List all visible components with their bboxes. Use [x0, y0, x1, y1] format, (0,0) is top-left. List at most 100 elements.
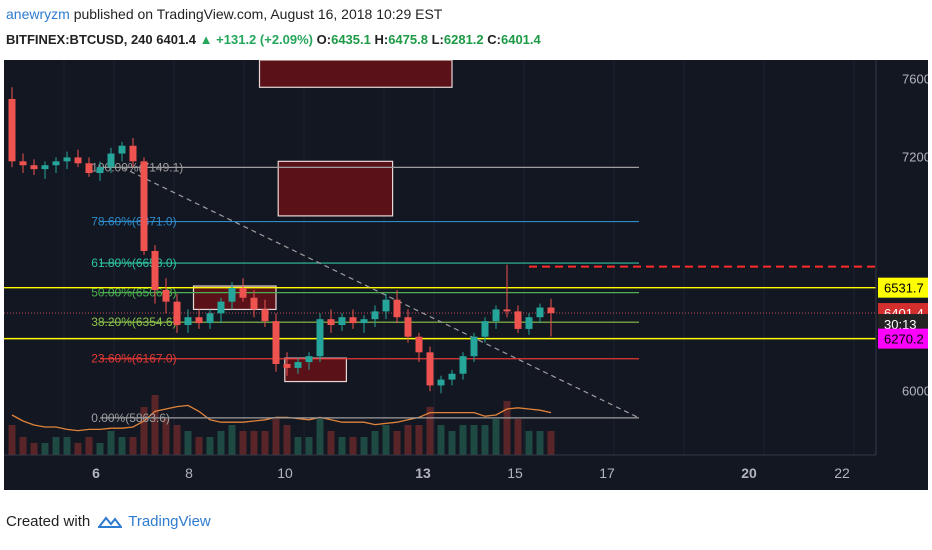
candle-body: [360, 319, 368, 324]
volume-bar: [239, 431, 247, 455]
volume-bar: [107, 431, 115, 455]
candle-body: [459, 356, 467, 374]
volume-bar: [272, 419, 280, 455]
fib-level-label: 38.20%(6354.6): [91, 315, 176, 329]
volume-bar: [525, 431, 533, 455]
volume-bar: [316, 419, 324, 455]
high-label: H:: [374, 32, 389, 47]
volume-bar: [371, 431, 379, 455]
volume-bar: [52, 437, 60, 455]
candle-body: [294, 362, 302, 368]
candle-body: [547, 307, 555, 314]
publish-text: published on TradingView.com, August 16,…: [73, 6, 443, 22]
candle-body: [151, 250, 159, 290]
volume-bar: [173, 425, 181, 455]
x-tick-label: 10: [277, 465, 293, 481]
fib-level-label: 23.60%(6167.0): [91, 352, 176, 366]
candle-body: [96, 167, 104, 174]
price-change: +131.2 (+2.09%): [216, 32, 314, 47]
fib-level-label: 78.60%(6871.0): [91, 215, 176, 229]
volume-bar: [206, 437, 214, 455]
candle-body: [8, 98, 16, 162]
volume-bar: [118, 437, 126, 455]
candle-body: [74, 157, 82, 164]
y-tick-label: 6000.0: [902, 383, 928, 398]
candlestick-chart[interactable]: 100.00%(7149.1) 78.60%(6871.0) 61.80%(6658…: [4, 60, 928, 490]
volume-bar: [129, 437, 137, 455]
volume-bar: [492, 419, 500, 455]
candle-body: [503, 309, 511, 312]
candle-body: [239, 288, 247, 298]
candle-body: [162, 289, 170, 302]
volume-bar: [96, 443, 104, 455]
volume-bar: [140, 407, 148, 455]
candle-body: [393, 299, 401, 318]
open-value: 6435.1: [331, 32, 371, 47]
volume-bar: [283, 425, 291, 455]
symbol-info: BITFINEX:BTCUSD, 240 6401.4 ▲ +131.2 (+2…: [6, 32, 541, 47]
volume-bar: [349, 437, 357, 455]
supply-zone: [284, 357, 347, 383]
candle-body: [118, 145, 126, 154]
volume-bar: [470, 425, 478, 455]
price-label: 6531.7: [884, 281, 924, 296]
tradingview-link[interactable]: TradingView: [128, 513, 211, 530]
low-label: L:: [431, 32, 444, 47]
volume-bar: [327, 431, 335, 455]
volume-bar: [503, 401, 511, 455]
volume-bar: [459, 425, 467, 455]
candle-body: [481, 321, 489, 337]
symbol-label: BITFINEX:BTCUSD, 240: [6, 32, 153, 47]
volume-bar: [305, 437, 313, 455]
volume-bar: [228, 425, 236, 455]
volume-bar: [261, 431, 269, 455]
candle-body: [349, 317, 357, 324]
fib-trend-line: [121, 166, 640, 419]
candle-body: [184, 317, 192, 326]
candle-body: [85, 163, 93, 174]
candle-body: [206, 313, 214, 324]
candle-body: [437, 379, 445, 386]
x-tick-label: 17: [599, 465, 615, 481]
candle-body: [272, 321, 280, 364]
volume-bar: [184, 431, 192, 455]
x-tick-label: 15: [507, 465, 523, 481]
volume-bar: [382, 425, 390, 455]
created-with-text: Created with: [6, 513, 91, 530]
candle-body: [448, 373, 456, 380]
candle-body: [19, 161, 27, 166]
x-tick-label: 6: [92, 465, 100, 481]
close-label: C:: [487, 32, 501, 47]
candle-body: [371, 311, 379, 320]
fib-level-label: 100.00%(7149.1): [91, 160, 183, 174]
candle-body: [305, 356, 313, 363]
x-tick-label: 20: [741, 465, 757, 481]
volume-bar: [393, 431, 401, 455]
volume-bar: [74, 443, 82, 455]
volume-bar: [404, 425, 412, 455]
candle-body: [525, 317, 533, 329]
volume-bar: [437, 425, 445, 455]
author-link[interactable]: anewryzm: [6, 6, 70, 22]
volume-bar: [217, 431, 225, 455]
volume-bar: [195, 437, 203, 455]
volume-bar: [536, 431, 544, 455]
candle-body: [52, 161, 60, 166]
fib-level-label: 0.00%(5863.6): [91, 411, 170, 425]
candle-body: [140, 161, 148, 251]
candle-body: [283, 364, 291, 368]
open-label: O:: [316, 32, 332, 47]
candle-body: [470, 336, 478, 357]
supply-zone: [277, 160, 394, 217]
volume-bar: [151, 395, 159, 455]
candle-body: [492, 309, 500, 322]
publish-info: anewryzm published on TradingView.com, A…: [6, 6, 442, 22]
price-axis: [876, 60, 928, 490]
candle-body: [173, 301, 181, 326]
high-value: 6475.8: [388, 32, 428, 47]
volume-bar: [294, 437, 302, 455]
volume-bar: [250, 431, 258, 455]
candle-body: [30, 165, 38, 170]
candle-body: [316, 319, 324, 357]
volume-bar: [481, 425, 489, 455]
